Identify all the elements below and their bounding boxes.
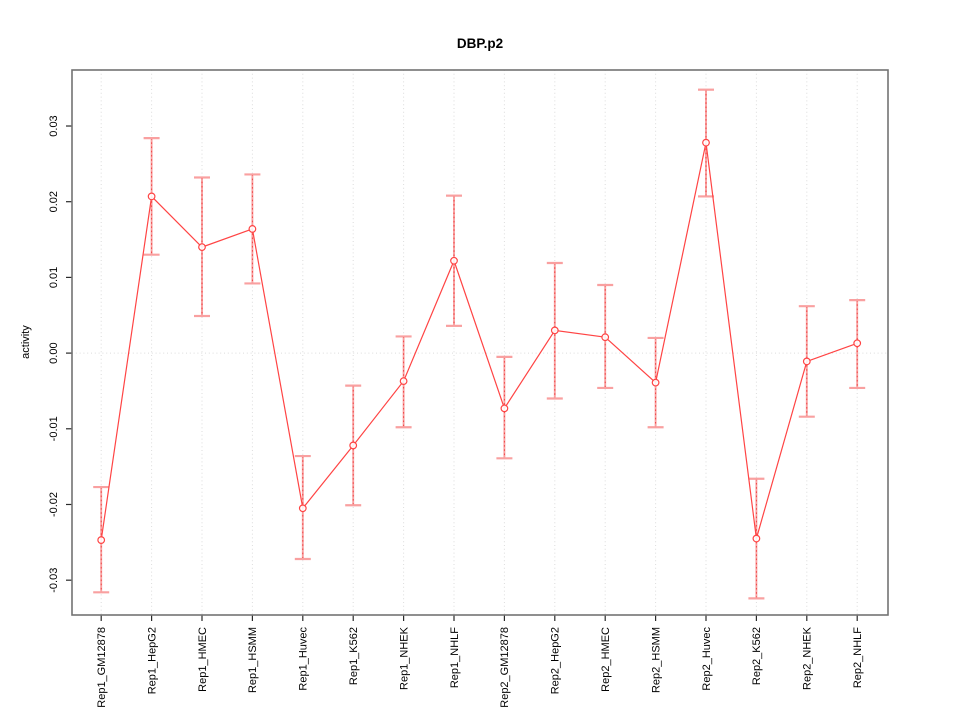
x-tick-label: Rep1_NHLF — [449, 627, 461, 688]
axes: 0.03 0.02 0.01 0.00 -0.01 -0.02 -0.03 Rep1_GM12… — [48, 115, 864, 707]
x-tick-label: Rep1_HMEC — [197, 627, 209, 692]
gridlines — [72, 70, 888, 615]
data-point — [97, 536, 106, 544]
data-point — [248, 225, 257, 233]
x-tick-label: Rep2_K562 — [751, 627, 763, 685]
data-point — [147, 192, 156, 201]
x-tick-label: Rep1_GM12878 — [96, 627, 108, 708]
x-tick-label: Rep1_K562 — [348, 627, 360, 685]
data-point — [298, 504, 307, 513]
x-tick-label: Rep2_HMEC — [600, 627, 612, 692]
y-tick-label: -0.03 — [48, 568, 60, 593]
x-tick-label: Rep1_Huvec — [298, 627, 310, 691]
data-point — [853, 339, 862, 348]
plot-border — [71, 69, 889, 616]
x-tick-label: Rep1_HSMM — [247, 627, 259, 693]
x-tick-label: Rep2_GM12878 — [499, 627, 511, 708]
data-point — [450, 256, 458, 265]
x-tick-label: Rep2_HepG2 — [550, 627, 562, 694]
x-tick-label: Rep1_NHEK — [398, 626, 410, 690]
y-axis-label: activity — [20, 325, 32, 359]
data-point — [752, 534, 761, 543]
data-point — [702, 138, 710, 147]
data-point — [651, 378, 660, 387]
x-tick-label: Rep2_NHEK — [802, 626, 814, 690]
y-tick-label: 0.02 — [48, 191, 60, 212]
y-tick-label: 0.03 — [48, 115, 60, 136]
data-point — [802, 357, 811, 366]
data-point — [601, 333, 610, 342]
error-bars — [93, 88, 866, 600]
y-tick-label: 0.00 — [48, 342, 60, 363]
x-tick-label: Rep2_NHLF — [852, 627, 864, 688]
data-line — [100, 142, 858, 541]
x-tick-label: Rep1_HepG2 — [146, 627, 158, 694]
data-point — [349, 441, 358, 450]
data-points — [97, 138, 862, 544]
x-tick-label: Rep2_HSMM — [650, 627, 662, 693]
chart-title: DBP.p2 — [457, 36, 503, 51]
y-tick-label: 0.01 — [48, 267, 60, 288]
data-point — [500, 404, 509, 413]
data-point — [399, 377, 408, 386]
y-tick-label: -0.01 — [48, 416, 60, 441]
x-tick-label: Rep2_Huvec — [701, 627, 713, 691]
data-point — [198, 243, 206, 252]
data-polyline — [100, 142, 858, 541]
data-point — [550, 326, 559, 335]
y-tick-label: -0.02 — [48, 492, 60, 517]
